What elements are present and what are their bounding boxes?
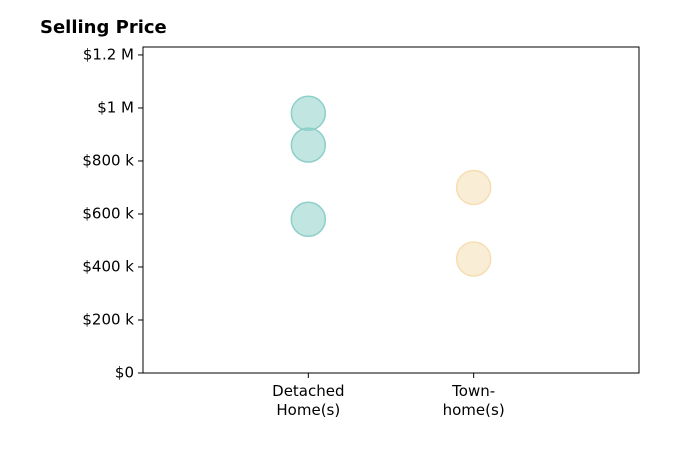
y-tick-label: $800 k: [82, 151, 134, 169]
y-tick-label: $600 k: [82, 204, 134, 222]
y-tick-label: $1 M: [97, 98, 134, 116]
x-tick-label: Town- home(s): [442, 382, 505, 419]
y-tick-label: $400 k: [82, 257, 134, 275]
point: [455, 169, 492, 206]
point: [290, 95, 327, 132]
chart-title: Selling Price: [40, 17, 167, 38]
y-tick-label: $0: [115, 364, 134, 382]
y-tick-label: $1.2 M: [83, 45, 134, 63]
y-tick-label: $200 k: [82, 310, 134, 328]
point: [290, 201, 327, 238]
plot-frame: [142, 46, 640, 374]
point: [290, 127, 327, 163]
x-tick-label: Detached Home(s): [272, 382, 345, 419]
point: [455, 241, 492, 277]
